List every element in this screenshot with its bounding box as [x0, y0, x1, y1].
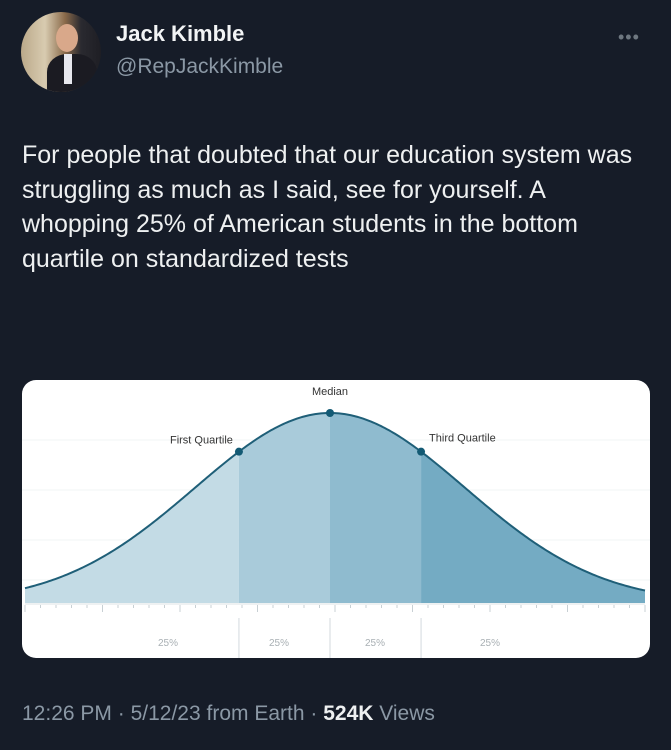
annotation-label: Third Quartile — [429, 433, 496, 445]
quartile-point — [417, 447, 426, 456]
avatar[interactable] — [21, 12, 101, 92]
chart-image[interactable]: First Quartile Median Third Quartile 25% 25%… — [22, 380, 650, 658]
separator: · — [310, 702, 318, 725]
density-curve — [24, 412, 646, 592]
tweet-source: from Earth — [206, 702, 305, 725]
annotation-label: Median — [312, 386, 348, 398]
percent-label: 25% — [480, 638, 500, 649]
views-label: Views — [379, 702, 435, 725]
avatar-shirt — [64, 54, 72, 84]
percent-label: 25% — [365, 638, 385, 649]
avatar-head — [56, 24, 78, 52]
quartile-point — [326, 409, 334, 417]
author-handle[interactable]: @RepJackKimble — [116, 55, 284, 78]
segment-area — [330, 413, 422, 603]
tweet-time[interactable]: 12:26 PM — [22, 702, 112, 725]
tweet-text: For people that doubted that our educati… — [22, 141, 633, 273]
segment-area — [25, 451, 239, 603]
avatar-body — [47, 54, 97, 92]
segment-area — [238, 413, 330, 603]
normal-distribution-chart: First Quartile Median Third Quartile 25% 25%… — [22, 386, 650, 658]
segment-area — [421, 451, 645, 603]
tweet-date[interactable]: 5/12/23 — [130, 702, 201, 725]
separator: · — [117, 702, 125, 725]
percent-label: 25% — [269, 638, 289, 649]
tweet-footer: 12:26 PM · 5/12/23 from Earth · 524K Vie… — [22, 702, 435, 726]
ellipsis-icon[interactable]: ••• — [618, 27, 640, 47]
annotation-label: First Quartile — [170, 435, 233, 447]
views-count: 524K — [323, 702, 374, 725]
percent-label: 25% — [158, 638, 178, 649]
quartile-point — [234, 447, 243, 456]
author-name[interactable]: Jack Kimble — [116, 21, 245, 46]
